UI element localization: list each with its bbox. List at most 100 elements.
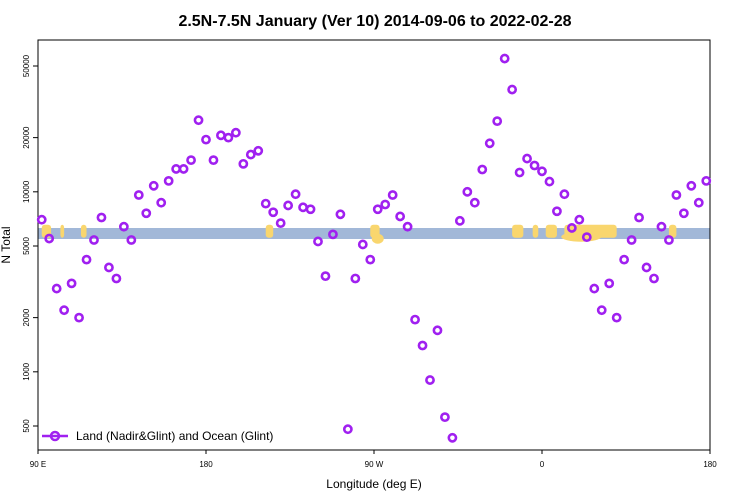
data-point: [589, 283, 600, 294]
land-patch: [545, 224, 557, 238]
y-axis-label: N Total: [0, 226, 13, 263]
data-point: [440, 412, 450, 423]
data-point: [186, 155, 196, 166]
data-point: [514, 167, 525, 178]
data-point: [641, 262, 652, 273]
data-point: [118, 221, 129, 232]
land-patch: [60, 224, 65, 238]
data-point: [141, 208, 152, 219]
land-patch: [265, 224, 274, 238]
x-tick-label: 0: [540, 460, 545, 469]
data-point: [649, 273, 659, 284]
data-point: [544, 176, 555, 187]
data-point: [357, 239, 368, 250]
data-point: [671, 190, 682, 200]
data-point: [111, 273, 122, 284]
data-point: [96, 212, 107, 223]
plot-area: [37, 39, 711, 451]
data-point: [230, 127, 241, 138]
x-axis-label: Longitude (deg E): [326, 477, 421, 491]
data-point: [581, 232, 592, 243]
data-point: [447, 432, 458, 443]
land-patch: [532, 224, 539, 238]
data-point: [492, 116, 503, 127]
data-point: [566, 223, 577, 233]
data-point: [178, 164, 189, 174]
data-point: [313, 236, 323, 247]
data-point: [372, 204, 383, 215]
land-patch: [561, 231, 602, 242]
data-point: [133, 190, 144, 200]
data-point: [432, 325, 443, 336]
data-point: [596, 305, 607, 316]
data-point: [574, 214, 585, 225]
data-point: [238, 158, 249, 169]
data-point: [253, 145, 264, 156]
land-patch: [668, 224, 677, 238]
y-tick-label: 1000: [22, 362, 31, 380]
x-tick-label: 180: [199, 460, 213, 469]
y-tick-label: 10000: [22, 180, 31, 203]
data-point: [507, 84, 518, 95]
data-point: [81, 254, 92, 265]
x-tick-label: 90 E: [30, 460, 46, 469]
data-point: [484, 138, 495, 149]
data-point: [611, 312, 622, 323]
data-point: [686, 180, 697, 191]
data-point: [634, 212, 644, 223]
y-axis: 500 1000 2000 5000 10000 20000 50000: [22, 54, 38, 433]
x-tick-label: 180: [703, 460, 717, 469]
x-axis: 90 E 180 90 W 0 180: [30, 450, 717, 469]
data-point: [395, 211, 406, 222]
data-point: [298, 202, 308, 213]
data-point: [656, 221, 667, 232]
data-point: [216, 130, 226, 141]
y-tick-label: 50000: [22, 54, 31, 77]
data-point: [678, 208, 689, 219]
data-point: [402, 221, 413, 232]
data-point: [305, 204, 316, 215]
data-point: [335, 209, 346, 220]
data-point: [626, 235, 637, 245]
data-point: [193, 115, 204, 126]
data-point: [268, 207, 279, 218]
y-tick-label: 500: [22, 419, 31, 433]
data-point: [559, 189, 570, 200]
data-point: [701, 175, 712, 186]
data-point: [469, 197, 480, 208]
legend-label: Land (Nadir&Glint) and Ocean (Glint): [76, 429, 273, 443]
data-point: [320, 271, 331, 282]
legend: Land (Nadir&Glint) and Ocean (Glint): [42, 429, 273, 443]
data-point: [417, 340, 428, 351]
data-point: [260, 198, 271, 209]
y-tick-label: 5000: [22, 237, 31, 255]
data-point: [693, 197, 704, 208]
data-point: [148, 180, 159, 191]
data-point: [387, 190, 398, 200]
data-point: [126, 235, 137, 245]
data-point: [163, 175, 174, 186]
data-point: [342, 424, 353, 435]
data-point: [171, 164, 182, 174]
data-point: [477, 164, 488, 175]
data-point: [89, 235, 99, 245]
data-point: [380, 199, 391, 210]
data-point: [328, 229, 338, 240]
data-point: [350, 273, 361, 284]
data-point: [410, 314, 420, 325]
data-point: [537, 166, 547, 177]
y-tick-label: 20000: [22, 126, 31, 149]
land-patch: [371, 233, 384, 244]
data-point: [664, 235, 674, 245]
data-point: [208, 155, 219, 166]
data-point: [223, 132, 234, 143]
data-point: [529, 160, 540, 171]
data-point: [365, 254, 376, 265]
land-patch: [512, 224, 524, 238]
data-point: [66, 278, 77, 289]
data-point: [36, 214, 47, 225]
data-point: [275, 218, 286, 229]
land-patches: [41, 224, 677, 244]
data-point: [156, 197, 167, 208]
